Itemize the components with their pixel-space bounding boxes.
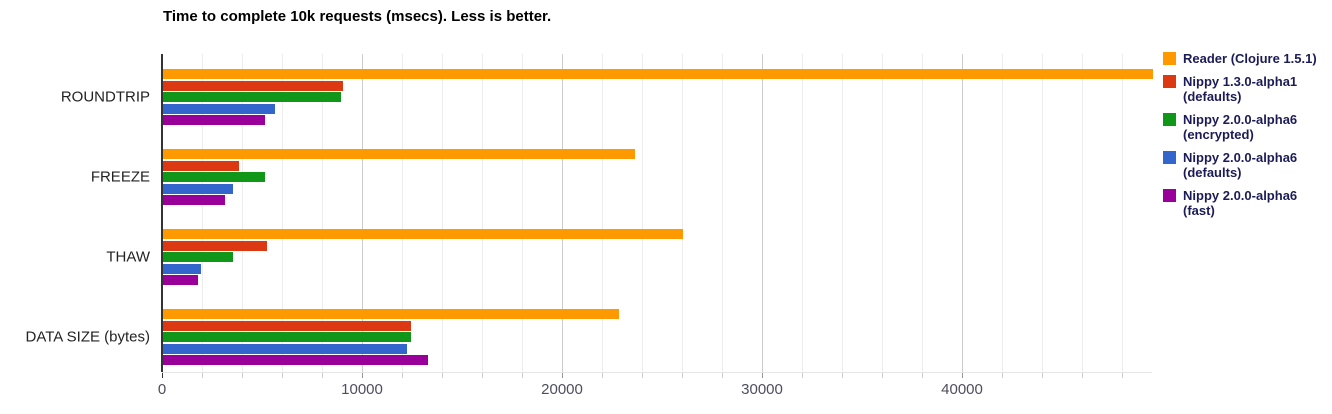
legend: Reader (Clojure 1.5.1) Nippy 1.3.0-alpha1… xyxy=(1163,51,1331,218)
x-axis-tick xyxy=(202,372,203,378)
legend-swatch xyxy=(1163,151,1176,164)
category-label: DATA SIZE (bytes) xyxy=(25,328,150,346)
minor-gridline xyxy=(922,54,923,372)
x-axis-tick xyxy=(762,372,763,378)
bar-data-size-bytes-series-1 xyxy=(163,320,411,331)
major-gridline xyxy=(362,54,363,372)
legend-item-3: Nippy 2.0.0-alpha6 (defaults) xyxy=(1163,150,1331,180)
bar-roundtrip-series-1 xyxy=(163,80,343,91)
minor-gridline xyxy=(722,54,723,372)
bar-freeze-series-4 xyxy=(163,195,225,205)
major-gridline xyxy=(762,54,763,372)
minor-gridline xyxy=(1122,54,1123,372)
bar-freeze-series-2 xyxy=(163,172,265,182)
x-axis-tick xyxy=(922,372,923,378)
x-axis-tick xyxy=(442,372,443,378)
minor-gridline xyxy=(282,54,283,372)
minor-gridline xyxy=(642,54,643,372)
major-gridline xyxy=(962,54,963,372)
minor-gridline xyxy=(482,54,483,372)
bar-roundtrip-series-0 xyxy=(163,69,1153,79)
legend-swatch xyxy=(1163,75,1176,88)
x-axis-tick xyxy=(882,372,883,378)
y-axis-line xyxy=(161,54,163,372)
bar-freeze-series-1 xyxy=(163,160,239,171)
bar-roundtrip-series-2 xyxy=(163,92,341,102)
minor-gridline xyxy=(1082,54,1083,372)
plot-baseline xyxy=(162,372,1152,373)
legend-item-1: Nippy 1.3.0-alpha1 (defaults) xyxy=(1163,74,1331,104)
legend-item-2: Nippy 2.0.0-alpha6 (encrypted) xyxy=(1163,112,1331,142)
category-label: FREEZE xyxy=(90,168,150,186)
bar-thaw-series-1 xyxy=(163,240,267,251)
minor-gridline xyxy=(802,54,803,372)
x-axis-tick xyxy=(322,372,323,378)
legend-swatch xyxy=(1163,52,1176,65)
minor-gridline xyxy=(442,54,443,372)
minor-gridline xyxy=(202,54,203,372)
minor-gridline xyxy=(1042,54,1043,372)
legend-label: Reader (Clojure 1.5.1) xyxy=(1183,51,1317,66)
minor-gridline xyxy=(322,54,323,372)
bar-data-size-bytes-series-4 xyxy=(163,355,428,365)
x-axis-tick-label: 0 xyxy=(157,381,167,398)
minor-gridline xyxy=(602,54,603,372)
x-axis-tick xyxy=(362,372,363,378)
x-axis-tick xyxy=(242,372,243,378)
x-axis-tick xyxy=(1002,372,1003,378)
bar-data-size-bytes-series-3 xyxy=(163,343,407,354)
x-axis-tick xyxy=(642,372,643,378)
x-axis-tick-label: 10000 xyxy=(341,381,383,398)
x-axis-tick xyxy=(842,372,843,378)
legend-swatch xyxy=(1163,113,1176,126)
minor-gridline xyxy=(402,54,403,372)
x-axis-tick xyxy=(802,372,803,378)
legend-item-4: Nippy 2.0.0-alpha6 (fast) xyxy=(1163,188,1331,218)
legend-label: Nippy 1.3.0-alpha1 (defaults) xyxy=(1183,74,1298,104)
bar-roundtrip-series-4 xyxy=(163,115,265,125)
bar-freeze-series-3 xyxy=(163,183,233,194)
legend-item-0: Reader (Clojure 1.5.1) xyxy=(1163,51,1331,66)
bar-thaw-series-4 xyxy=(163,275,198,285)
bar-roundtrip-series-3 xyxy=(163,103,275,114)
x-axis-tick xyxy=(1042,372,1043,378)
x-axis-tick xyxy=(1082,372,1083,378)
chart-title: Time to complete 10k requests (msecs). L… xyxy=(163,8,552,25)
minor-gridline xyxy=(522,54,523,372)
major-gridline xyxy=(562,54,563,372)
legend-label: Nippy 2.0.0-alpha6 (defaults) xyxy=(1183,150,1298,180)
x-axis-tick xyxy=(482,372,483,378)
bar-thaw-series-3 xyxy=(163,263,201,274)
bar-freeze-series-0 xyxy=(163,149,635,159)
bar-data-size-bytes-series-2 xyxy=(163,332,411,342)
category-label: THAW xyxy=(106,248,150,266)
x-axis-tick xyxy=(962,372,963,378)
x-axis-tick xyxy=(522,372,523,378)
x-axis-tick-label: 40000 xyxy=(941,381,983,398)
x-axis-tick xyxy=(562,372,563,378)
x-axis-tick xyxy=(602,372,603,378)
legend-swatch xyxy=(1163,189,1176,202)
x-axis-tick-label: 30000 xyxy=(741,381,783,398)
minor-gridline xyxy=(882,54,883,372)
bar-data-size-bytes-series-0 xyxy=(163,309,619,319)
x-axis-tick xyxy=(402,372,403,378)
x-axis-tick xyxy=(722,372,723,378)
bar-thaw-series-0 xyxy=(163,229,683,239)
x-axis-tick xyxy=(682,372,683,378)
category-label: ROUNDTRIP xyxy=(60,88,150,106)
minor-gridline xyxy=(1002,54,1003,372)
minor-gridline xyxy=(842,54,843,372)
legend-label: Nippy 2.0.0-alpha6 (encrypted) xyxy=(1183,112,1298,142)
bar-thaw-series-2 xyxy=(163,252,233,262)
x-axis-tick-label: 20000 xyxy=(541,381,583,398)
minor-gridline xyxy=(682,54,683,372)
legend-label: Nippy 2.0.0-alpha6 (fast) xyxy=(1183,188,1298,218)
x-axis-tick xyxy=(162,372,163,378)
minor-gridline xyxy=(242,54,243,372)
x-axis-tick xyxy=(1122,372,1123,378)
x-axis-tick xyxy=(282,372,283,378)
